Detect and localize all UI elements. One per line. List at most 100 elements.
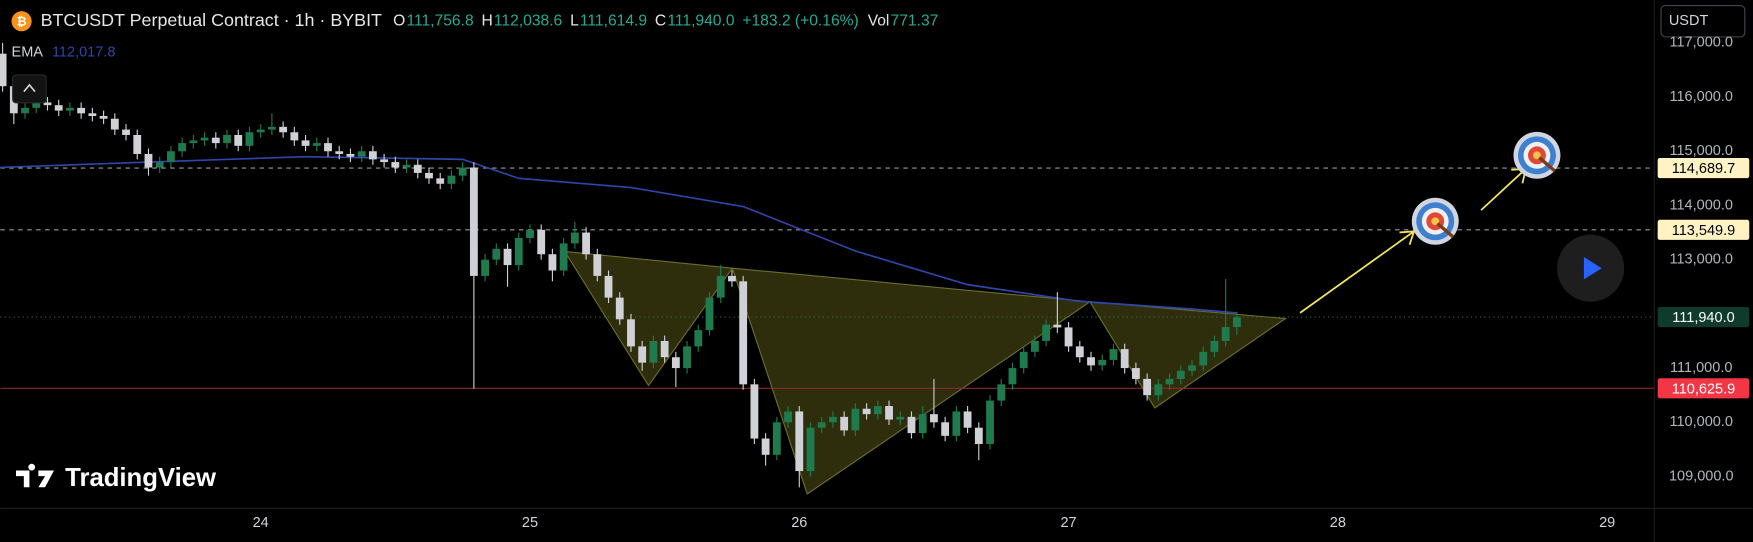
candle-body	[425, 172, 433, 179]
y-tick-label: 117,000.0	[1669, 35, 1732, 51]
legend-label: O	[393, 12, 405, 29]
candle-body	[99, 116, 108, 119]
candle-body	[0, 53, 7, 87]
candle-body	[952, 411, 961, 436]
candle-body	[683, 346, 691, 369]
candle-body	[43, 102, 52, 106]
candle-body	[234, 134, 243, 146]
head	[731, 267, 1092, 495]
candle-body	[54, 105, 63, 111]
candle-body	[761, 438, 770, 455]
x-tick-label: 24	[253, 515, 269, 531]
candle-body	[301, 140, 310, 146]
candle-body	[806, 427, 815, 472]
candle-body	[391, 162, 400, 168]
level-label-bg	[1657, 378, 1750, 399]
candle-body	[368, 151, 377, 160]
ema-name: EMA	[12, 44, 44, 60]
candle-body	[1199, 351, 1208, 366]
y-tick-label: 115,000.0	[1669, 143, 1732, 159]
legend-label: H	[481, 12, 492, 29]
legend-value: 112,038.6	[494, 12, 562, 29]
candle-body	[615, 297, 624, 320]
candle-body	[1042, 324, 1051, 341]
candle-body	[223, 134, 231, 144]
candle-body	[1098, 359, 1107, 366]
candle-body	[896, 416, 905, 420]
candle-body	[144, 153, 153, 168]
candle-body	[267, 126, 276, 130]
candle-body	[492, 248, 501, 260]
x-tick-label: 28	[1330, 515, 1346, 531]
candle-body	[189, 140, 198, 144]
candle-body	[784, 411, 792, 423]
currency-button[interactable]: USDT	[1660, 5, 1746, 38]
ema-line	[0, 155, 1237, 314]
candle-body	[1165, 378, 1174, 385]
candle-body	[862, 408, 871, 415]
candle-body	[840, 416, 849, 431]
x-tick-label: 27	[1060, 515, 1076, 531]
candle-body	[873, 406, 882, 415]
candle-body	[256, 129, 265, 133]
candle-body	[167, 151, 175, 163]
y-tick-label: 116,000.0	[1669, 89, 1732, 105]
candle-body	[312, 143, 321, 146]
collapse-button[interactable]	[12, 74, 47, 104]
candle-body	[469, 167, 478, 276]
candle-body	[200, 137, 209, 141]
candle-body	[548, 254, 557, 271]
candle-body	[77, 107, 86, 114]
candle-body	[1232, 317, 1241, 328]
y-tick-label: 113,000.0	[1669, 251, 1732, 267]
candle-body	[1210, 340, 1219, 352]
candle-body	[1154, 384, 1163, 396]
candle-body	[1221, 327, 1230, 341]
candle-body	[918, 414, 927, 434]
ema-value: 112,017.8	[52, 44, 115, 60]
candle-body	[986, 400, 994, 444]
currency[interactable]: USDT	[1669, 13, 1709, 29]
candle-body	[649, 340, 658, 363]
candle-body	[1120, 349, 1129, 369]
candle-body	[1087, 357, 1095, 366]
candle-body	[559, 243, 568, 271]
y-tick-label: 111,000.0	[1670, 360, 1732, 376]
candle-body	[447, 175, 456, 184]
candle-body	[716, 275, 725, 298]
legend-value: 111,756.8	[406, 12, 473, 29]
candle-body	[279, 126, 288, 133]
candle-body	[1064, 327, 1073, 347]
candle-body	[694, 330, 703, 347]
candle-body	[829, 416, 837, 423]
candle-body	[817, 422, 826, 428]
x-tick-label: 29	[1599, 515, 1615, 531]
brand: TradingView	[65, 464, 217, 492]
y-tick-label: 110,000.0	[1669, 414, 1732, 430]
candle-body	[481, 259, 490, 276]
candle-body	[963, 411, 972, 428]
candle-body	[211, 137, 220, 144]
candle-body	[941, 422, 950, 436]
candle-body	[1188, 365, 1196, 371]
candle-body	[514, 237, 523, 266]
x-tick-label: 25	[522, 515, 538, 531]
candle-body	[750, 384, 759, 439]
candle-body	[660, 340, 669, 358]
legend-value: 771.37	[891, 12, 939, 29]
target-icon	[1513, 131, 1561, 179]
legend-value: 111,940.0	[667, 12, 735, 29]
legend-change: +183.2 (+0.16%)	[742, 12, 858, 29]
svg-text:₿: ₿	[17, 15, 27, 29]
level-label: 113,549.9	[1672, 223, 1736, 239]
legend-label: Vol	[868, 12, 890, 29]
arrow	[1480, 168, 1527, 211]
candle-body	[380, 159, 389, 163]
play-button[interactable]	[1557, 234, 1625, 302]
candle-body	[503, 248, 512, 266]
candle-body	[245, 132, 254, 146]
candle-body	[1131, 368, 1140, 379]
candle-body	[907, 416, 916, 434]
